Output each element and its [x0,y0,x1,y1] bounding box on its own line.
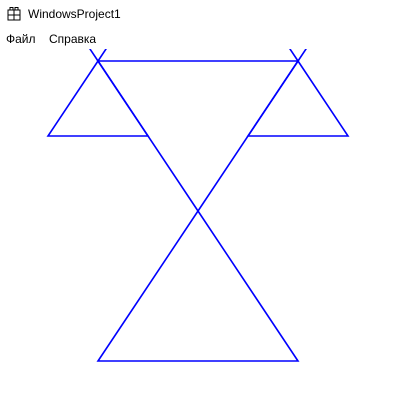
fractal-triangle-l2-3 [89,49,107,63]
title-bar[interactable]: WindowsProject1 [0,0,406,29]
window-title: WindowsProject1 [28,7,121,21]
fractal-triangle-l2-2 [46,59,150,137]
client-area [0,49,406,403]
fractal-triangle-l2-64 [246,59,350,137]
app-window-icon [7,7,21,21]
menu-bar: Файл Справка [0,29,406,49]
fractal-drawing [46,49,350,362]
fractal-triangle-l2-65 [289,49,307,63]
fractal-triangle-l1-0 [96,209,300,362]
menu-item-help[interactable]: Справка [49,32,97,46]
menu-item-file[interactable]: Файл [6,32,36,46]
